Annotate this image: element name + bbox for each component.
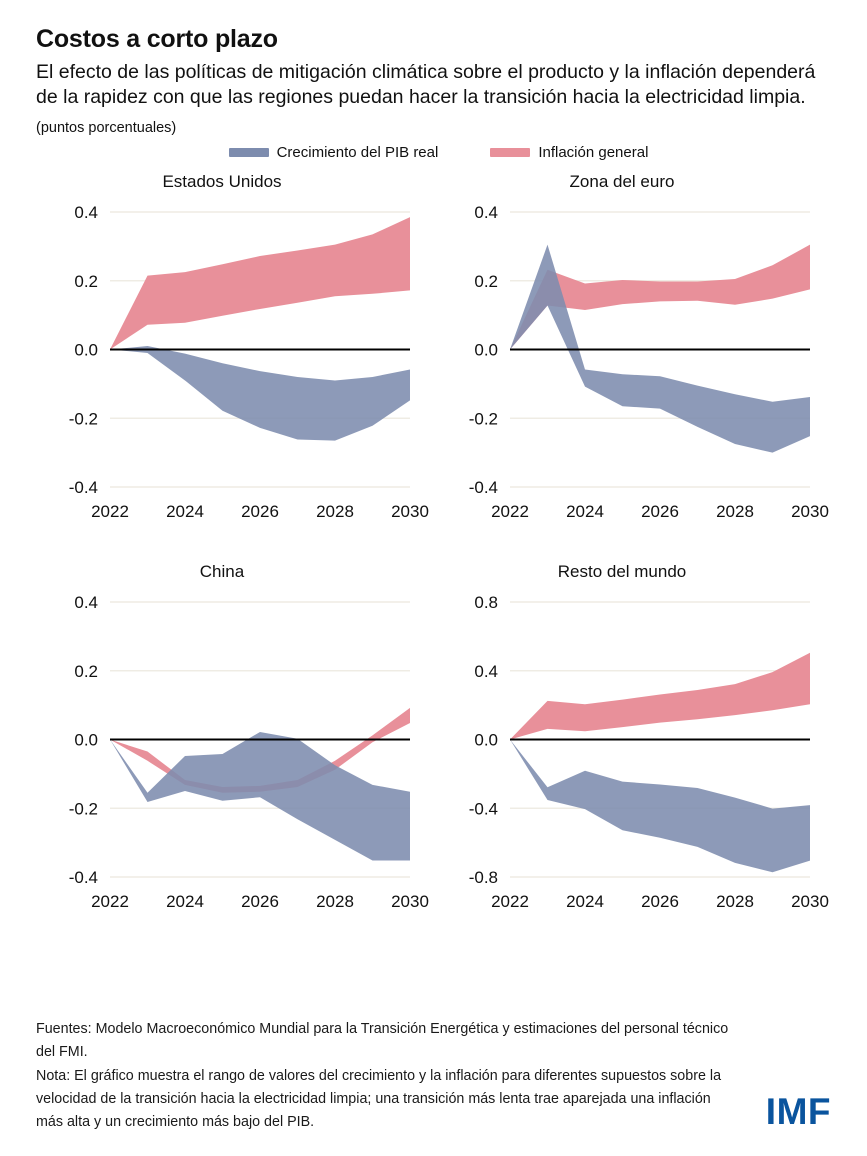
panel-title: Estados Unidos xyxy=(162,172,282,192)
series-band xyxy=(510,245,810,350)
page-subtitle: El efecto de las políticas de mitigación… xyxy=(36,60,816,109)
imf-logo: IMF xyxy=(765,1091,831,1132)
legend-item-gdp: Crecimiento del PIB real xyxy=(228,144,439,162)
legend-item-inflation: Inflación general xyxy=(490,144,648,161)
panel-title: Resto del mundo xyxy=(557,562,687,582)
x-tick-label: 2028 xyxy=(716,502,754,521)
x-tick-label: 2024 xyxy=(566,892,604,911)
x-tick-label: 2030 xyxy=(791,892,829,911)
panel-title: Zona del euro xyxy=(569,172,675,192)
series-band xyxy=(510,245,810,453)
x-tick-label: 2030 xyxy=(391,892,429,911)
series-band xyxy=(510,739,810,873)
x-tick-label: 2022 xyxy=(91,502,129,521)
page-title: Costos a corto plazo xyxy=(36,25,278,53)
y-tick-label: 0.0 xyxy=(74,341,98,360)
chart-svg: -0.4 -0.2 0.0 0.2 0.4 2022 2024 2026 2028 2030 xyxy=(469,203,829,521)
x-tick-label: 2028 xyxy=(716,892,754,911)
panel-zona-del-euro: Zona del euro -0.4 -0.2 0.0 0.2 0.4 2022 2024 2… xyxy=(436,167,836,539)
chart-svg: -0.4 -0.2 0.0 0.2 0.4 2022 2024 2026 2028 2030 xyxy=(69,203,429,521)
chart-svg: -0.8 -0.4 0.0 0.4 0.8 2022 2024 2026 2028 2030 xyxy=(469,593,829,911)
x-tick-label: 2028 xyxy=(316,502,354,521)
y-tick-label: 0.8 xyxy=(474,593,498,612)
y-tick-label: -0.4 xyxy=(469,478,498,497)
x-tick-label: 2030 xyxy=(791,502,829,521)
y-tick-label: -0.4 xyxy=(69,868,98,887)
series-band xyxy=(110,217,410,350)
legend-swatch-inflation xyxy=(490,148,531,158)
panel-title: China xyxy=(199,562,245,582)
y-tick-label: -0.2 xyxy=(69,800,98,819)
legend-label-gdp: Crecimiento del PIB real xyxy=(276,144,439,162)
x-tick-label: 2028 xyxy=(316,892,354,911)
y-tick-label: -0.2 xyxy=(69,410,98,429)
footnote-note: Nota: El gráfico muestra el rango de val… xyxy=(36,1067,722,1130)
panel-china: China -0.4 -0.2 0.0 0.2 0.4 2022 2024 2026 2028 2… xyxy=(36,557,436,929)
footer: Fuentes: Modelo Macroeconómico Mundial p… xyxy=(36,1018,831,1134)
units-label: (puntos porcentuales) xyxy=(36,120,177,137)
y-tick-label: 0.2 xyxy=(474,272,498,291)
y-tick-label: -0.8 xyxy=(469,868,498,887)
panel-resto-del-mundo: Resto del mundo -0.8 -0.4 0.0 0.4 0.8 2022 202… xyxy=(436,557,836,929)
x-tick-label: 2030 xyxy=(391,502,429,521)
y-tick-label: 0.2 xyxy=(74,662,98,681)
chart-legend: Crecimiento del PIB real Inflación gener… xyxy=(36,144,831,161)
x-tick-label: 2024 xyxy=(166,892,204,911)
plot-china: -0.4 -0.2 0.0 0.2 0.4 2022 2024 2026 2028 2030 xyxy=(36,580,436,925)
plot-estados-unidos: -0.4 -0.2 0.0 0.2 0.4 2022 2024 2026 2028 2030 xyxy=(36,190,436,535)
y-tick-label: -0.4 xyxy=(69,478,98,497)
y-tick-label: 0.4 xyxy=(74,593,98,612)
y-tick-label: 0.2 xyxy=(74,272,98,291)
x-tick-label: 2024 xyxy=(566,502,604,521)
x-tick-label: 2022 xyxy=(491,502,529,521)
y-tick-label: 0.4 xyxy=(474,662,498,681)
series-band xyxy=(110,346,410,441)
x-tick-label: 2024 xyxy=(166,502,204,521)
x-tick-label: 2022 xyxy=(491,892,529,911)
x-tick-label: 2026 xyxy=(641,502,679,521)
plot-zona-del-euro: -0.4 -0.2 0.0 0.2 0.4 2022 2024 2026 2028 2030 xyxy=(436,190,836,535)
y-tick-label: 0.0 xyxy=(474,341,498,360)
legend-label-inflation: Inflación general xyxy=(538,144,649,162)
x-tick-label: 2026 xyxy=(641,892,679,911)
legend-swatch-gdp xyxy=(228,148,269,158)
y-tick-label: -0.2 xyxy=(469,410,498,429)
panel-estados-unidos: Estados Unidos -0.4 -0.2 0.0 0.2 0.4 2022 2024… xyxy=(36,167,436,539)
y-tick-label: 0.0 xyxy=(74,731,98,750)
chart-svg: -0.4 -0.2 0.0 0.2 0.4 2022 2024 2026 2028 2030 xyxy=(69,593,429,911)
series-band xyxy=(110,732,410,861)
y-tick-label: 0.0 xyxy=(474,731,498,750)
y-tick-label: 0.4 xyxy=(74,203,98,222)
x-tick-label: 2022 xyxy=(91,892,129,911)
footnote-sources: Fuentes: Modelo Macroeconómico Mundial p… xyxy=(36,1021,729,1061)
x-tick-label: 2026 xyxy=(241,502,279,521)
x-tick-label: 2026 xyxy=(241,892,279,911)
y-tick-label: -0.4 xyxy=(469,800,498,819)
plot-resto-del-mundo: -0.8 -0.4 0.0 0.4 0.8 2022 2024 2026 2028 2030 xyxy=(436,580,836,925)
chart-grid: Estados Unidos -0.4 -0.2 0.0 0.2 0.4 2022 2024… xyxy=(36,167,831,929)
y-tick-label: 0.4 xyxy=(474,203,498,222)
series-band xyxy=(510,653,810,740)
